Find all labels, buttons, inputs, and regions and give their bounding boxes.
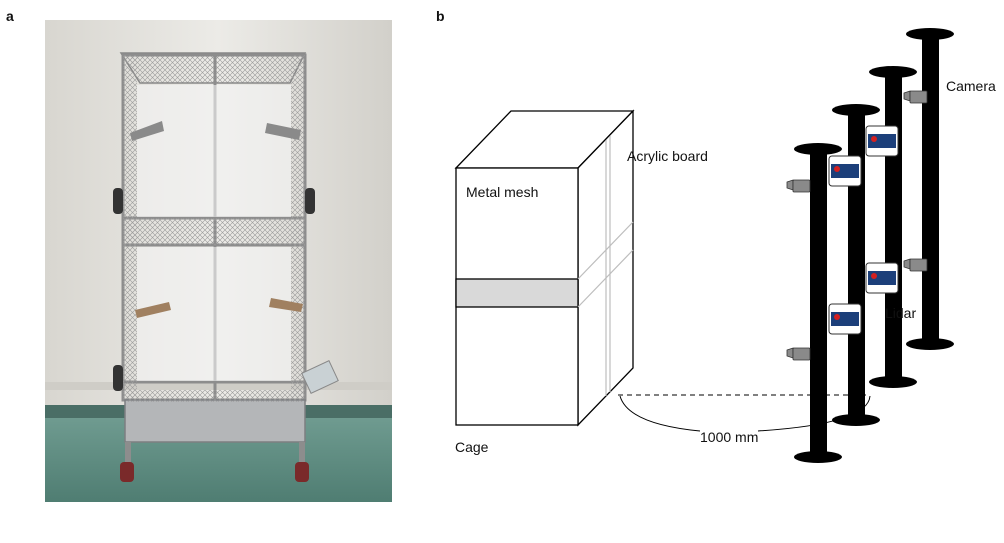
pole-2 bbox=[832, 104, 880, 426]
distance-label: 1000 mm bbox=[700, 429, 759, 445]
pole-4 bbox=[906, 28, 954, 350]
shelf-lower-right bbox=[269, 298, 303, 312]
side-wheel-upper-left bbox=[113, 188, 123, 214]
acrylic-board-label: Acrylic board bbox=[627, 148, 708, 164]
panel-label-b: b bbox=[436, 8, 445, 24]
water-bottle bbox=[301, 360, 339, 394]
camera-icon bbox=[786, 347, 811, 361]
panel-label-a: a bbox=[6, 8, 14, 24]
lidar-icon bbox=[865, 262, 899, 294]
wall-rail bbox=[45, 382, 392, 390]
lidar-icon bbox=[828, 303, 862, 335]
side-wheel-upper-right bbox=[305, 188, 315, 214]
shelf-upper-left bbox=[130, 121, 164, 141]
acrylic-board-lines bbox=[577, 136, 634, 396]
camera-icon bbox=[903, 90, 928, 104]
acrylic-panel-upper bbox=[137, 85, 291, 217]
floor-mesh-mid bbox=[123, 218, 305, 245]
metal-mesh-label: Metal mesh bbox=[466, 184, 539, 200]
cage-label: Cage bbox=[455, 439, 489, 455]
side-wheel-lower-left bbox=[113, 365, 123, 391]
shelf-lower-left bbox=[135, 302, 171, 318]
shelf-band bbox=[455, 278, 579, 308]
shelf-upper-right bbox=[265, 123, 301, 140]
acrylic-panel-lower bbox=[137, 247, 291, 381]
base-mesh bbox=[127, 390, 303, 402]
casters bbox=[120, 442, 309, 482]
base-tray bbox=[124, 399, 306, 443]
pole-1 bbox=[794, 143, 842, 463]
camera-label: Camera bbox=[946, 78, 996, 94]
lidar-label: Lidar bbox=[885, 305, 917, 321]
camera-icon bbox=[786, 179, 811, 193]
camera-icon bbox=[903, 258, 928, 272]
pole-3 bbox=[869, 66, 917, 388]
lidar-icon bbox=[865, 125, 899, 157]
cage-photo bbox=[45, 20, 392, 502]
lidar-icon bbox=[828, 155, 862, 187]
distance-arc-left bbox=[619, 395, 701, 432]
